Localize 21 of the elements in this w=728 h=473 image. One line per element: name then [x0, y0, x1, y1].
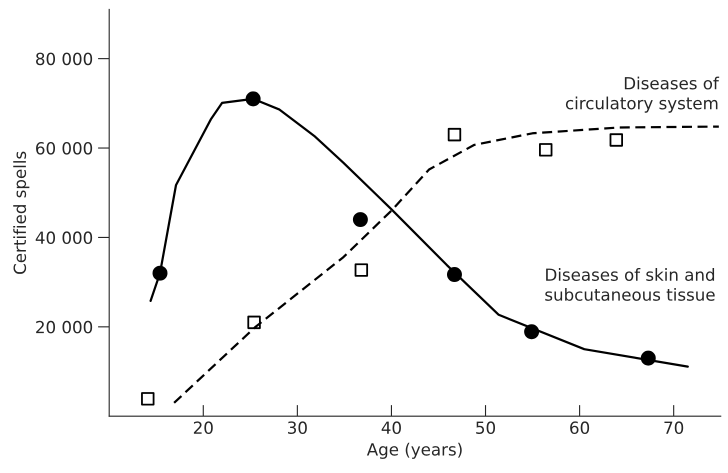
series-label: Diseases of circulatory system [566, 76, 720, 113]
point [141, 392, 154, 406]
y-tick-label: 80 000 [36, 52, 92, 66]
x-tick-label: 40 [382, 421, 401, 434]
point [247, 316, 261, 330]
x-tick-label: 70 [664, 421, 684, 434]
x-axis-title: Age (years) [366, 442, 462, 459]
point [448, 128, 462, 142]
x-tick-label: 30 [288, 421, 307, 434]
series-label: Diseases of skin and subcutaneous tissue [545, 268, 715, 301]
x-tick-label: 60 [570, 421, 590, 434]
y-axis-title: Certified spells [13, 152, 30, 274]
y-tick-label: 40 000 [36, 231, 92, 244]
x-tick-label: 20 [194, 421, 213, 434]
point [352, 212, 368, 228]
y-tick-label: 20 000 [36, 320, 92, 334]
point [354, 263, 368, 277]
y-tick-label: 60 000 [36, 142, 92, 155]
x-tick-label: 50 [476, 421, 496, 434]
point [610, 133, 624, 147]
point [539, 143, 552, 157]
